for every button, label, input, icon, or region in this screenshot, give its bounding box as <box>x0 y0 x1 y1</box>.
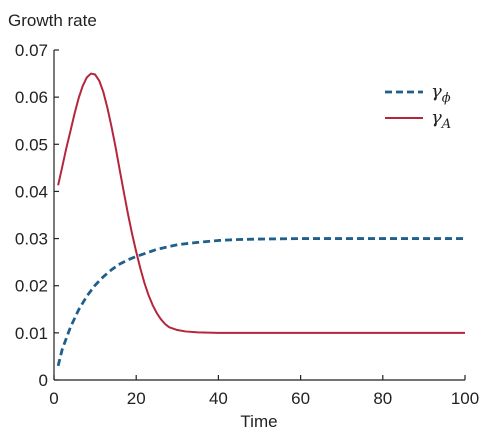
y-tick-label: 0.07 <box>15 41 48 60</box>
y-tick-label: 0.02 <box>15 277 48 296</box>
legend-subscript: ϕ <box>442 91 451 106</box>
y-ticks: 0 0.01 0.02 0.03 0.04 0.05 0.06 0.07 <box>15 41 59 390</box>
x-axis-label: Time <box>240 412 277 431</box>
x-ticks: 0 20 40 60 80 100 <box>49 375 479 408</box>
y-tick-label: 0.03 <box>15 230 48 249</box>
legend-label-1: γϕ <box>431 81 451 106</box>
legend-symbol: γ <box>431 107 442 128</box>
legend-subscript: A <box>441 117 451 132</box>
y-axis-label: Growth rate <box>8 11 97 30</box>
x-tick-label: 60 <box>291 389 310 408</box>
legend-label-2: γA <box>431 107 451 132</box>
x-tick-label: 100 <box>451 389 479 408</box>
x-tick-label: 0 <box>49 389 58 408</box>
x-tick-label: 40 <box>209 389 228 408</box>
y-tick-label: 0 <box>39 371 48 390</box>
x-tick-label: 80 <box>373 389 392 408</box>
y-tick-label: 0.06 <box>15 88 48 107</box>
series-layer <box>56 72 465 367</box>
legend-symbol: γ <box>431 81 442 102</box>
series-line-1 <box>56 237 465 367</box>
y-tick-label: 0.05 <box>15 135 48 154</box>
x-tick-label: 20 <box>127 389 146 408</box>
y-tick-label: 0.01 <box>15 324 48 343</box>
y-tick-label: 0.04 <box>15 182 48 201</box>
series-line-2 <box>57 72 465 334</box>
